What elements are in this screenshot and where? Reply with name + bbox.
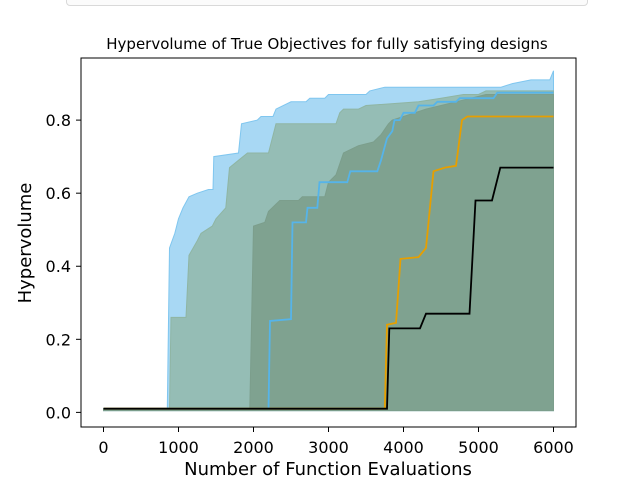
bands-layer — [103, 70, 554, 412]
series-line-1 — [103, 91, 554, 410]
x-tick-label: 0 — [98, 438, 108, 457]
y-tick-label: 0.0 — [46, 403, 71, 422]
y-axis: 0.0 0.2 0.4 0.6 0.8 — [46, 111, 81, 422]
y-axis-label: Hypervolume — [15, 183, 36, 304]
series-line-2 — [103, 115, 554, 410]
confidence-band-3 — [103, 94, 554, 412]
y-tick-label: 0.6 — [46, 184, 71, 203]
x-tick-label: 3000 — [308, 438, 349, 457]
x-tick-label: 6000 — [533, 438, 574, 457]
y-tick-label: 0.8 — [46, 111, 71, 130]
chart-title: Hypervolume of True Objectives for fully… — [106, 35, 548, 53]
top-panel-edge — [66, 0, 588, 6]
x-axis: 0 1000 2000 3000 4000 5000 6000 — [98, 427, 574, 457]
x-tick-label: 1000 — [158, 438, 199, 457]
x-axis-label: Number of Function Evaluations — [184, 459, 472, 480]
x-tick-label: 2000 — [233, 438, 274, 457]
x-tick-label: 5000 — [458, 438, 499, 457]
series-layer — [103, 91, 554, 410]
x-tick-label: 4000 — [383, 438, 424, 457]
y-tick-label: 0.4 — [46, 257, 71, 276]
series-line-3 — [103, 166, 554, 410]
y-tick-label: 0.2 — [46, 330, 71, 349]
